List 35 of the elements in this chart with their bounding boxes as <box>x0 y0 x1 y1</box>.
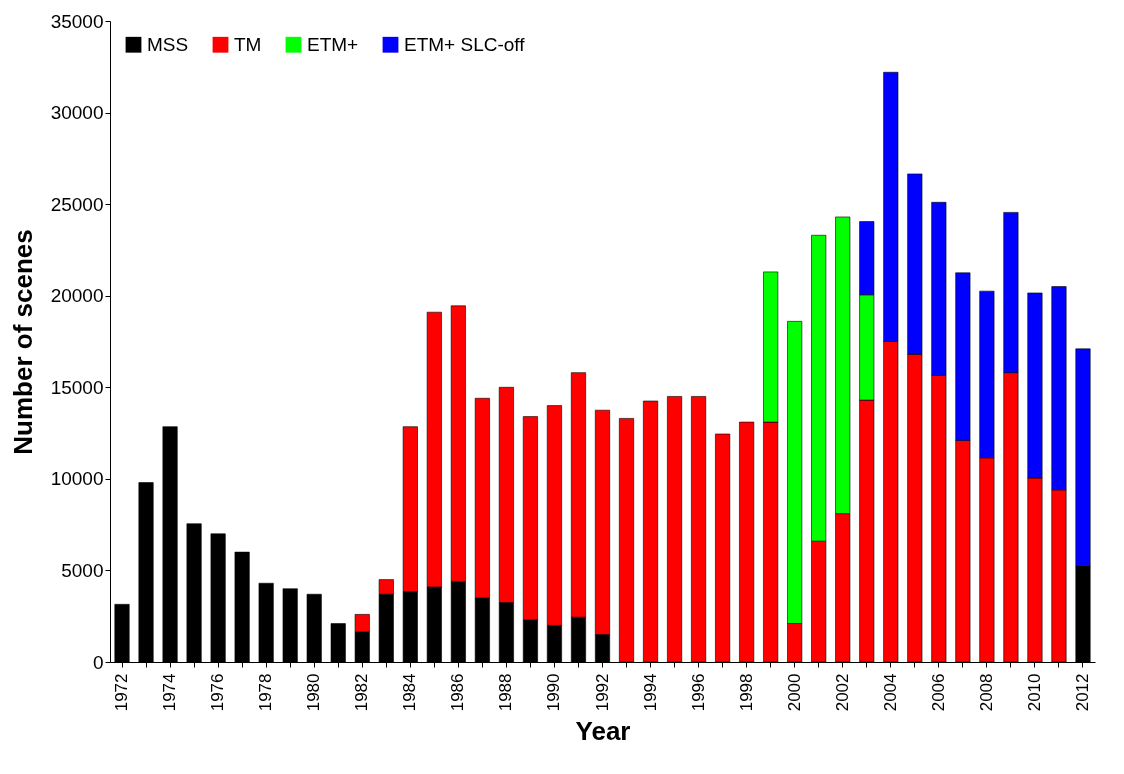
x-tick-label: 1976 <box>208 673 228 712</box>
x-axis-title: Year <box>575 716 631 747</box>
y-tick-label: 15000 <box>50 376 104 398</box>
x-tick-label: 1992 <box>592 673 612 712</box>
legend-label: MSS <box>147 33 189 55</box>
y-tick-label: 10000 <box>50 468 104 490</box>
x-tick-label: 1986 <box>448 673 468 712</box>
x-tick-label: 1988 <box>496 673 516 712</box>
x-tick-label: 1974 <box>160 673 180 712</box>
y-axis-title: Number of scenes <box>7 229 38 455</box>
x-tick-label: 1978 <box>256 673 276 712</box>
x-tick-label: 1994 <box>640 673 660 712</box>
x-tick-label: 1984 <box>400 673 420 712</box>
y-tick-label: 25000 <box>50 193 104 215</box>
x-tick-label: 1996 <box>688 673 708 712</box>
x-tick-label: 1972 <box>112 673 132 712</box>
y-tick-label: 30000 <box>50 102 104 124</box>
y-tick-label: 0 <box>92 651 104 673</box>
y-tick-label: 35000 <box>50 10 104 32</box>
x-tick-label: 2012 <box>1072 673 1092 712</box>
x-tick-label: 2000 <box>784 673 804 712</box>
x-tick-label: 2010 <box>1024 673 1044 712</box>
legend-label: TM <box>234 33 262 55</box>
x-tick-label: 2002 <box>832 673 852 712</box>
y-tick-label: 20000 <box>50 285 104 307</box>
x-tick-label: 1998 <box>736 673 756 712</box>
x-tick-label: 1982 <box>352 673 372 712</box>
x-tick-label: 2008 <box>976 673 996 712</box>
x-tick-label: 2006 <box>928 673 948 712</box>
x-tick-label: 1980 <box>304 673 324 712</box>
y-tick-label: 5000 <box>61 559 104 581</box>
legend-label: ETM+ SLC-off <box>404 33 526 55</box>
legend-label: ETM+ <box>307 33 359 55</box>
x-tick-label: 2004 <box>880 673 900 712</box>
x-tick-label: 1990 <box>544 673 564 712</box>
